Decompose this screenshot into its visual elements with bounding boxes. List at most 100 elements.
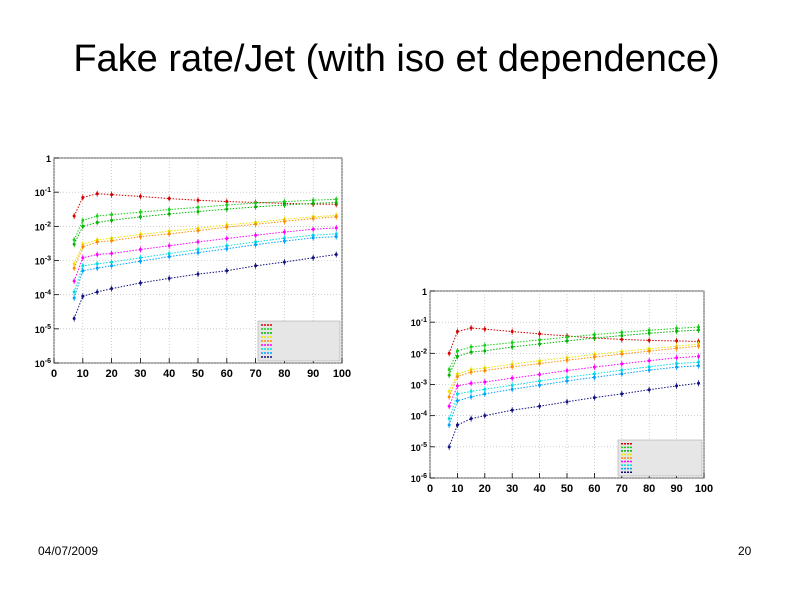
data-point xyxy=(510,408,514,412)
series-8 xyxy=(447,362,701,429)
data-point xyxy=(81,256,85,260)
y-tick-label: 10-1 xyxy=(411,317,427,328)
data-point xyxy=(110,193,114,197)
data-point xyxy=(510,345,514,349)
data-point xyxy=(620,368,624,372)
data-point xyxy=(510,330,514,334)
data-point xyxy=(592,336,596,340)
y-tick-label: 10-5 xyxy=(411,442,427,453)
data-point xyxy=(538,338,542,342)
series-2 xyxy=(72,196,338,243)
data-point xyxy=(675,362,679,366)
x-tick-label: 10 xyxy=(77,368,89,380)
y-tick-base: 10 xyxy=(35,222,45,232)
y-tick-exponent: -3 xyxy=(45,256,51,263)
y-tick-exponent: -6 xyxy=(421,473,427,480)
data-point xyxy=(455,375,459,379)
x-tick-label: 50 xyxy=(192,368,204,380)
x-tick-label: 70 xyxy=(616,483,628,495)
data-point xyxy=(620,337,624,341)
data-point xyxy=(538,379,542,383)
y-tick-label: 10-3 xyxy=(35,256,51,267)
y-tick-exponent: -5 xyxy=(45,324,51,331)
y-tick-base: 10 xyxy=(35,188,45,198)
series-9 xyxy=(72,251,338,322)
data-point xyxy=(483,343,487,347)
data-point xyxy=(196,210,200,214)
y-tick-label: 10-2 xyxy=(35,221,51,232)
data-point xyxy=(167,197,171,201)
data-point xyxy=(455,330,459,334)
series-2 xyxy=(447,323,701,373)
data-point xyxy=(538,362,542,366)
series-line xyxy=(73,253,337,319)
series-line xyxy=(73,236,337,299)
y-tick-label: 10-5 xyxy=(35,324,51,335)
x-tick-label: 40 xyxy=(533,483,545,495)
slide-title: Fake rate/Jet (with iso et dependence) xyxy=(73,38,720,80)
data-point xyxy=(110,252,114,256)
data-point xyxy=(167,255,171,259)
data-point xyxy=(95,252,99,256)
y-tick-base: 10 xyxy=(411,381,421,391)
x-tick-label: 0 xyxy=(51,368,57,380)
x-tick-label: 20 xyxy=(479,483,491,495)
data-point xyxy=(483,369,487,373)
series-line xyxy=(73,227,337,282)
data-point xyxy=(254,264,258,268)
data-point xyxy=(538,383,542,387)
data-point xyxy=(72,317,76,321)
data-point xyxy=(225,237,229,241)
data-point xyxy=(697,328,701,332)
y-tick-exponent: -4 xyxy=(421,411,427,418)
data-point xyxy=(138,215,142,219)
data-point xyxy=(469,417,473,421)
series-3 xyxy=(447,327,701,379)
data-point xyxy=(110,287,114,291)
data-point xyxy=(282,260,286,264)
data-point xyxy=(196,229,200,233)
data-point xyxy=(647,328,651,332)
series-line xyxy=(73,214,337,265)
series-line xyxy=(448,329,699,376)
data-point xyxy=(334,252,338,256)
series-line xyxy=(448,361,699,419)
y-tick-label: 1 xyxy=(46,154,51,164)
x-tick-label: 100 xyxy=(333,368,351,380)
data-point xyxy=(592,355,596,359)
y-tick-exponent: -2 xyxy=(421,348,427,355)
fake-rate-plot-2: 0 10 20 30 40 50 60 70 80 90 10010-610-510-410-310… xyxy=(411,287,713,495)
data-point xyxy=(95,192,99,196)
data-point xyxy=(565,369,569,373)
data-point xyxy=(510,376,514,380)
data-point xyxy=(565,379,569,383)
data-point xyxy=(447,395,451,399)
data-point xyxy=(334,226,338,230)
data-point xyxy=(483,327,487,331)
data-point xyxy=(483,392,487,396)
data-point xyxy=(620,392,624,396)
x-tick-label: 60 xyxy=(221,368,233,380)
data-point xyxy=(167,208,171,212)
data-point xyxy=(254,205,258,209)
data-point xyxy=(483,387,487,391)
data-point xyxy=(196,198,200,202)
data-point xyxy=(225,247,229,251)
data-point xyxy=(469,389,473,393)
y-tick-exponent: -2 xyxy=(45,221,51,228)
series-line xyxy=(73,216,337,269)
data-point xyxy=(675,329,679,333)
data-point xyxy=(565,375,569,379)
y-tick-base: 10 xyxy=(35,359,45,369)
data-point xyxy=(225,200,229,204)
data-point xyxy=(538,332,542,336)
y-tick-exponent: -1 xyxy=(421,317,427,324)
data-point xyxy=(225,269,229,273)
data-point xyxy=(225,203,229,207)
data-point xyxy=(620,362,624,366)
data-point xyxy=(675,346,679,350)
data-point xyxy=(311,216,315,220)
y-tick-base: 10 xyxy=(35,291,45,301)
x-tick-label: 30 xyxy=(506,483,518,495)
data-point xyxy=(565,400,569,404)
